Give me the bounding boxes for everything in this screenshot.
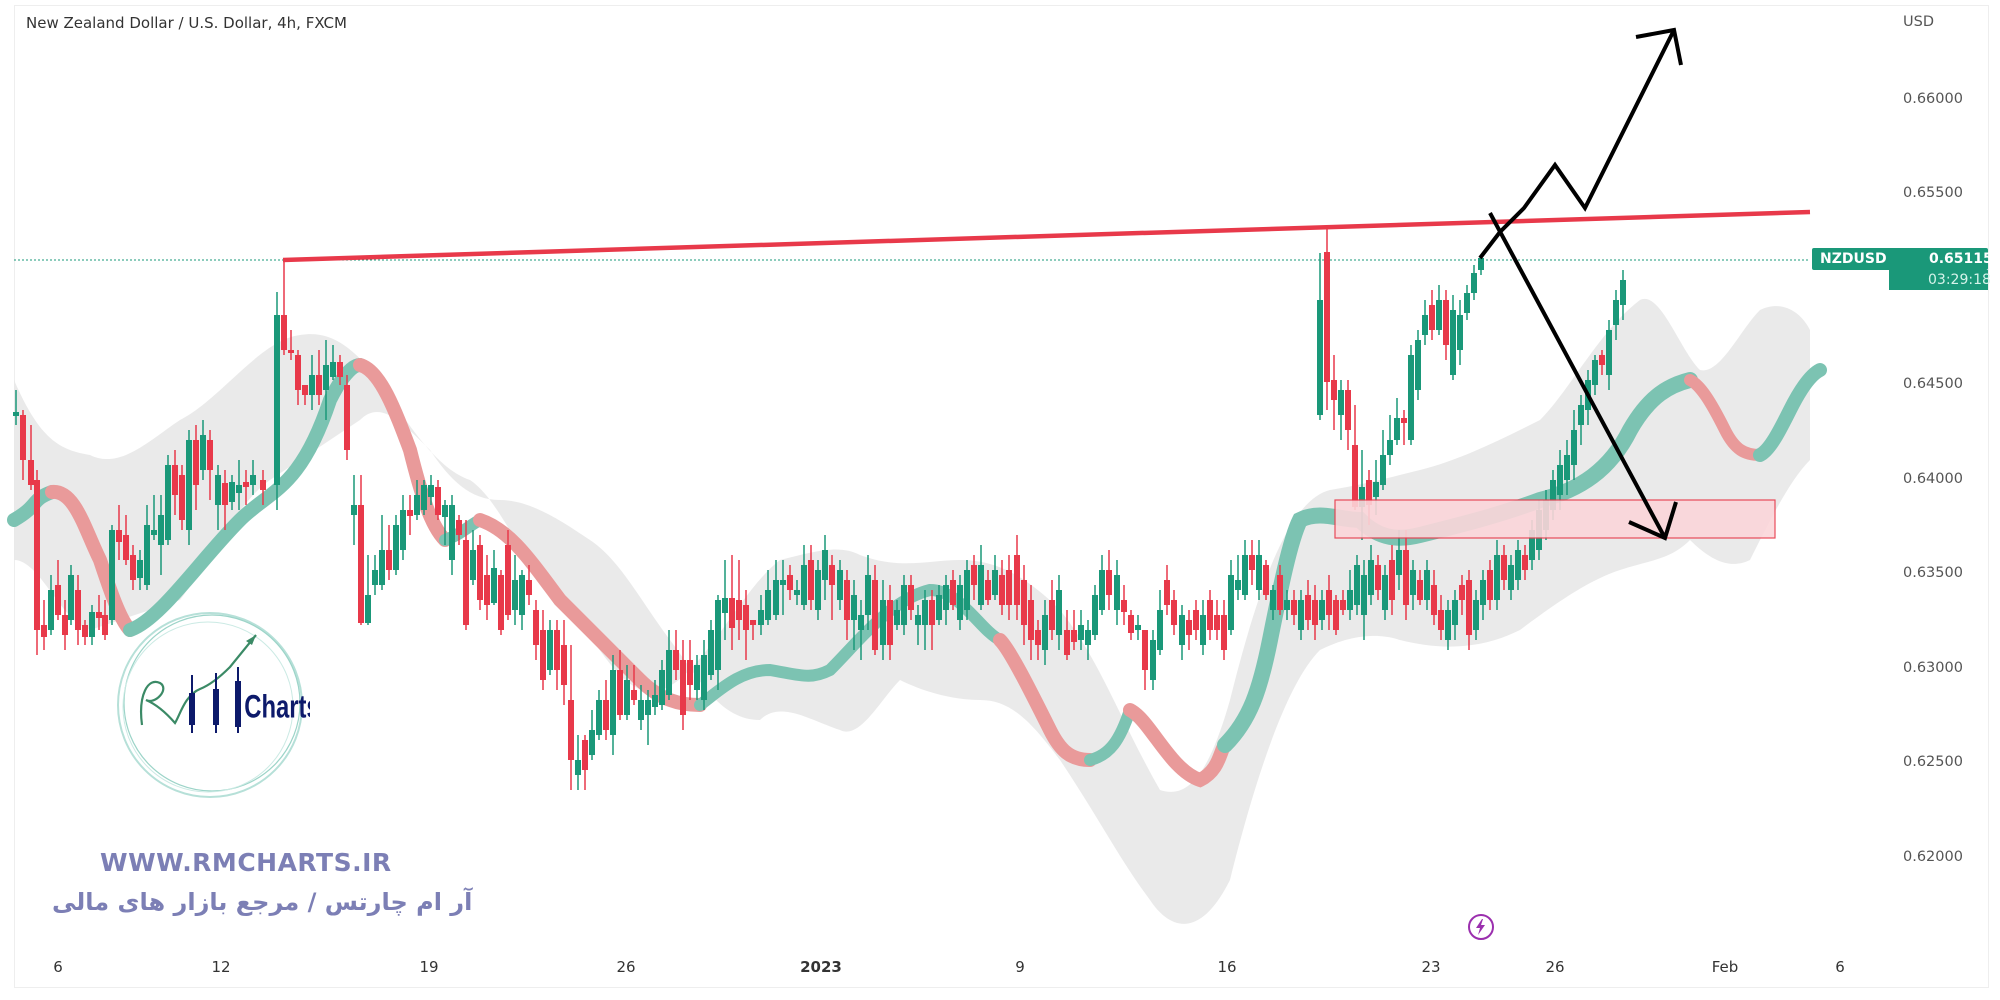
time-tick: 16 — [1217, 958, 1237, 976]
time-tick: 23 — [1421, 958, 1441, 976]
time-tick: 9 — [1015, 958, 1025, 976]
price-tick: 0.63500 — [1903, 565, 1963, 581]
ma-ribbon-down-1 — [45, 485, 137, 637]
ma-ribbon-up-2 — [123, 358, 367, 637]
time-tick: 6 — [1835, 958, 1845, 976]
chart-title: New Zealand Dollar / U.S. Dollar, 4h, FX… — [26, 14, 347, 32]
time-axis[interactable]: 6 12 19 26 2023 9 16 23 26 Feb 6 — [14, 952, 1854, 988]
price-tick: 0.62000 — [1903, 849, 1963, 865]
time-tick: Feb — [1711, 958, 1739, 976]
ma-ribbon-up-7 — [1753, 363, 1827, 462]
logo-text: Charts — [244, 688, 310, 724]
bearish-scenario-arrow[interactable] — [1488, 212, 1667, 539]
candlesticks — [13, 228, 1626, 790]
ma-ribbon-down-2 — [353, 358, 452, 547]
ma-ribbon-up-5 — [1084, 704, 1136, 766]
ma-ribbon-down-3 — [473, 513, 707, 712]
demand-zone[interactable] — [1334, 499, 1776, 539]
time-tick: 26 — [616, 958, 636, 976]
price-axis-currency: USD — [1903, 14, 1934, 30]
ma-ribbon-down-5 — [1123, 703, 1232, 788]
time-tick: 6 — [53, 958, 63, 976]
time-tick: 2023 — [800, 958, 842, 976]
current-price-label: NZDUSD 0.65115 03:29:18 — [1812, 248, 1993, 290]
lightning-bolt-icon[interactable] — [1467, 913, 1495, 941]
time-tick: 19 — [419, 958, 439, 976]
price-tick: 0.66000 — [1903, 91, 1963, 107]
price-tick: 0.65500 — [1903, 185, 1963, 201]
price-tick: 0.64000 — [1903, 471, 1963, 487]
ma-ribbon-down-6 — [1684, 374, 1766, 461]
ma-ribbon-down-4 — [993, 633, 1097, 767]
price-tick: 0.64500 — [1903, 376, 1963, 392]
current-price: 0.65115 — [1929, 251, 1993, 267]
watermark-tagline: آر ام چارتس / مرجع بازار های مالی — [52, 888, 473, 916]
resistance-trendline[interactable] — [282, 209, 1811, 263]
time-tick: 12 — [211, 958, 231, 976]
watermark-url: WWW.RMCHARTS.IR — [100, 848, 392, 877]
current-symbol: NZDUSD — [1820, 251, 1887, 267]
time-tick: 26 — [1545, 958, 1565, 976]
rmcharts-logo: Charts — [117, 612, 310, 798]
bullish-arrowhead — [1635, 27, 1683, 66]
bar-countdown: 03:29:18 — [1928, 272, 1991, 288]
bearish-arrowhead — [1628, 501, 1678, 541]
price-tick: 0.62500 — [1903, 754, 1963, 770]
chart-canvas[interactable] — [0, 0, 1858, 950]
envelope-band — [14, 298, 1810, 924]
price-tick: 0.63000 — [1903, 660, 1963, 676]
bullish-scenario-arrow[interactable] — [1478, 29, 1676, 260]
price-axis[interactable]: USD 0.66000 0.65500 0.64500 0.64000 0.63… — [1858, 6, 1988, 951]
